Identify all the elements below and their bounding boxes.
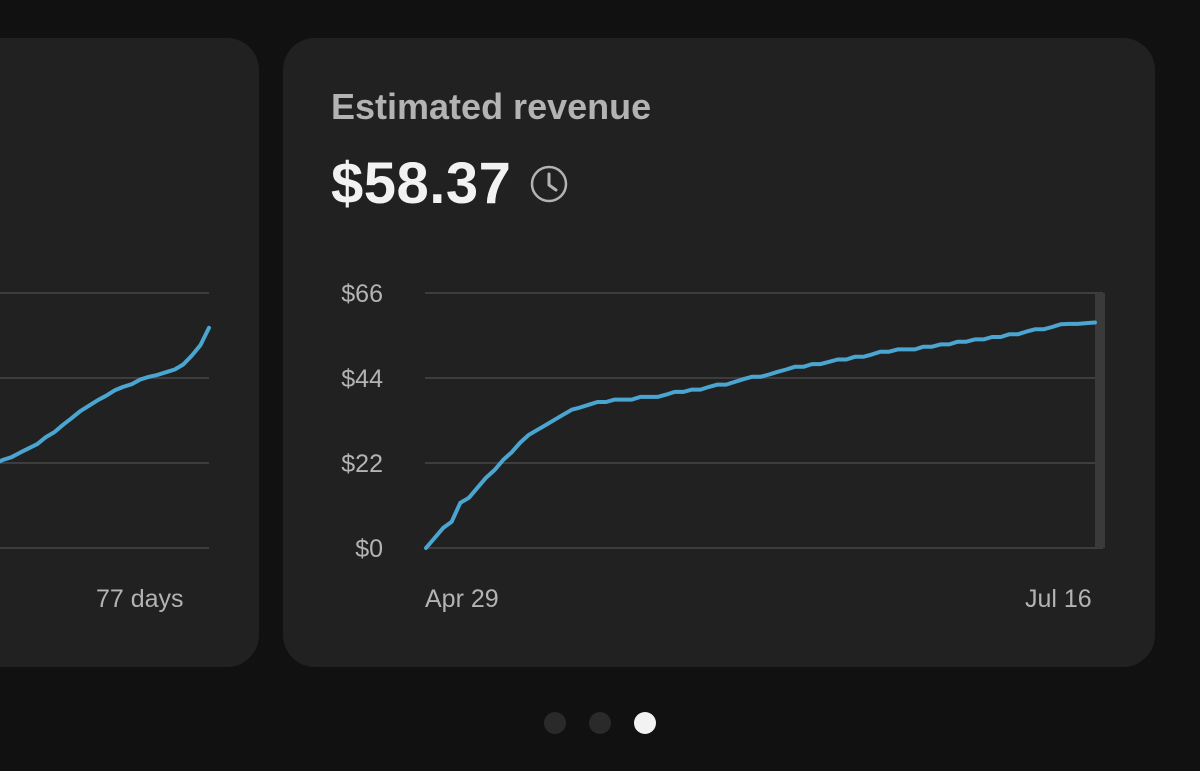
metric-row: $58.37 <box>331 150 569 217</box>
page-dot-2[interactable] <box>589 712 611 734</box>
pagination-dots <box>0 712 1200 736</box>
previous-chart-card[interactable]: 77 days <box>0 38 259 667</box>
x-axis-end-label: 77 days <box>96 585 184 613</box>
estimated-revenue-card[interactable]: Estimated revenue $58.37 $0 $22 $44 $66 Apr… <box>283 38 1155 667</box>
clock-icon[interactable] <box>529 164 569 204</box>
y-tick-label: $0 <box>355 535 383 563</box>
revenue-series-line <box>424 320 1097 550</box>
revenue-line-chart: $0 $22 $44 $66 <box>341 280 1105 563</box>
y-tick-label: $44 <box>341 365 383 393</box>
y-tick-label: $22 <box>341 450 383 478</box>
card-title: Estimated revenue <box>331 86 652 127</box>
chart-end-marker <box>1095 293 1105 548</box>
y-tick-label: $66 <box>341 280 383 308</box>
page-dot-1[interactable] <box>544 712 566 734</box>
page-dot-3-active[interactable] <box>634 712 656 734</box>
revenue-series-line <box>0 325 211 464</box>
x-axis-start-label: Apr 29 <box>425 585 499 613</box>
x-axis-end-label: Jul 16 <box>1025 585 1092 613</box>
revenue-value: $58.37 <box>331 151 512 216</box>
previous-line-chart <box>0 292 211 549</box>
